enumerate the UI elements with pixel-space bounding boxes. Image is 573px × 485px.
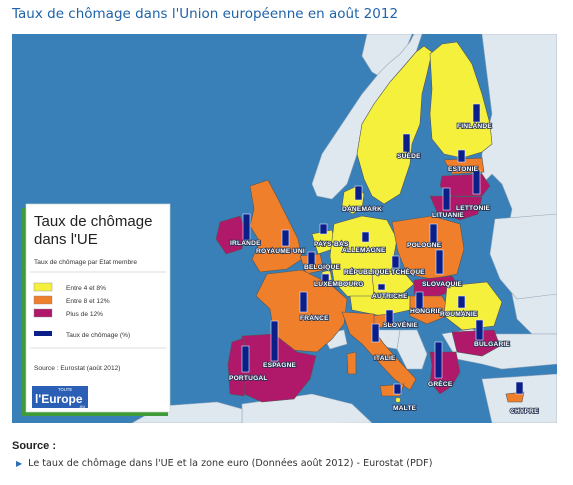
label-czech: RÉPUBLIQUE TCHÈQUE — [344, 267, 425, 276]
label-ireland: IRLANDE — [230, 240, 261, 247]
label-france: FRANCE — [300, 315, 329, 322]
legend-label-high: Plus de 12% — [66, 311, 103, 318]
legend-label-bar: Taux de chômage (%) — [66, 332, 130, 339]
finland — [429, 41, 493, 159]
bar-france — [299, 291, 308, 313]
source-heading: Source : — [12, 440, 57, 452]
poland — [391, 215, 465, 280]
legend-swatch-high — [33, 308, 53, 318]
bar-luxembourg — [321, 273, 330, 283]
legend-box — [25, 203, 171, 413]
bar-latvia — [472, 169, 481, 195]
label-uk: ROYAUME-UNI — [256, 248, 305, 255]
label-denmark: DANEMARK — [342, 206, 382, 213]
label-poland: POLOGNE — [407, 242, 442, 249]
label-finland: FINLANDE — [457, 123, 492, 130]
source-separator: - — [353, 458, 364, 469]
bar-poland — [429, 223, 438, 245]
bar-hungary — [415, 291, 424, 311]
sardinia — [346, 351, 357, 375]
label-sweden: SUÈDE — [397, 151, 421, 160]
label-greece: GRÈCE — [428, 379, 453, 388]
source-link[interactable]: Le taux de chômage dans l'UE et la zone … — [28, 458, 354, 469]
bar-austria — [377, 283, 386, 291]
legend-label-mid: Entre 8 et 12% — [66, 298, 110, 305]
legend-panel: Taux de chômage dans l'UE Taux de chômag… — [22, 203, 171, 416]
ireland — [215, 215, 247, 255]
bar-slovakia — [435, 249, 444, 275]
source-link-row: ▶ Le taux de chômage dans l'UE et la zone… — [16, 458, 432, 469]
arrow-right-icon: ▶ — [16, 459, 23, 468]
bar-belgium — [307, 251, 316, 267]
bar-romania — [457, 295, 466, 309]
legend-swatch-mid — [33, 295, 53, 305]
label-austria: AUTRICHE — [372, 293, 408, 300]
label-italy: ITALIE — [374, 355, 396, 362]
svg-text:.eu: .eu — [79, 404, 85, 409]
svg-text:TOUTE: TOUTE — [58, 387, 72, 392]
bar-spain — [270, 320, 279, 362]
unemployment-bars — [241, 103, 524, 395]
label-latvia: LETTONIE — [456, 205, 490, 212]
bar-bulgaria — [475, 319, 484, 341]
bulgaria — [451, 329, 501, 357]
legend-swatch-low — [33, 282, 53, 292]
label-hungary: HONGRIE — [410, 308, 443, 315]
legend-source: Source : Eurostat (août 2012) — [34, 365, 121, 372]
label-spain: ESPAGNE — [263, 362, 297, 369]
label-bulgaria: BULGARIE — [474, 341, 510, 348]
source-publisher[interactable]: Eurostat (PDF) — [363, 458, 433, 469]
bar-portugal — [241, 345, 250, 373]
toute-leurope-logo: TOUTE l'Europe .eu — [32, 386, 88, 409]
label-slovenia: SLOVÉNIE — [383, 320, 418, 329]
legend-subtitle: Taux de chômage par Etat membre — [34, 259, 137, 266]
bar-finland — [472, 103, 481, 123]
bar-denmark — [354, 185, 363, 201]
bar-sweden — [402, 133, 411, 153]
norway — [311, 34, 423, 200]
portugal — [227, 337, 247, 397]
legend-label-low: Entre 4 et 8% — [66, 285, 106, 292]
bar-czech — [391, 255, 400, 269]
legend-swatch-bar — [34, 331, 52, 336]
bar-lithuania — [442, 187, 451, 211]
label-estonia: ESTONIE — [448, 166, 479, 173]
bar-uk — [281, 229, 290, 247]
label-luxembourg: LUXEMBOURG — [314, 281, 364, 288]
bar-netherlands — [319, 223, 328, 235]
source-section: Source : — [12, 434, 56, 453]
label-lithuania: LITUANIE — [432, 212, 464, 219]
bar-ireland — [242, 213, 251, 241]
label-portugal: PORTUGAL — [229, 375, 268, 382]
label-malta: MALTE — [393, 405, 417, 412]
country-labels: FINLANDE SUÈDE ESTONIE LETTONIE LITUANIE… — [228, 122, 539, 416]
legend-title-line2: dans l'UE — [34, 231, 98, 248]
label-netherlands: PAYS-BAS — [314, 241, 349, 248]
bar-slovenia — [385, 309, 394, 325]
bar-greece — [434, 341, 443, 379]
sweden — [356, 45, 433, 205]
bar-cyprus — [515, 381, 524, 395]
page-title: Taux de chômage dans l'Union européenne … — [12, 6, 399, 22]
legend-title-line1: Taux de chômage — [34, 213, 152, 230]
label-slovakia: SLOVAQUIE — [422, 281, 463, 288]
label-germany: ALLEMAGNE — [342, 247, 386, 254]
svg-text:l'Europe: l'Europe — [35, 392, 83, 406]
bar-estonia — [457, 149, 466, 163]
label-romania: ROUMANIE — [440, 311, 478, 318]
malta — [395, 397, 401, 403]
eu-unemployment-map: FINLANDE SUÈDE ESTONIE LETTONIE LITUANIE… — [12, 34, 557, 423]
romania — [443, 281, 503, 331]
bar-malta — [393, 383, 402, 395]
label-cyprus: CHYPRE — [510, 408, 539, 415]
label-belgium: BELGIQUE — [304, 264, 340, 271]
bar-germany — [361, 231, 370, 243]
bar-italy — [371, 323, 380, 343]
